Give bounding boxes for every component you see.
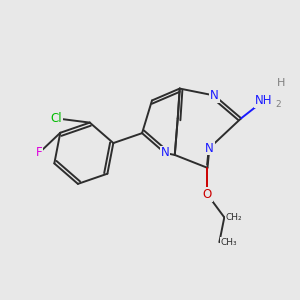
- Text: CH₂: CH₂: [226, 213, 242, 222]
- Text: F: F: [36, 146, 42, 160]
- Text: N: N: [205, 142, 214, 154]
- Text: CH₃: CH₃: [221, 238, 238, 247]
- Text: N: N: [210, 89, 219, 102]
- Text: 2: 2: [275, 100, 280, 109]
- Text: O: O: [203, 188, 212, 201]
- Text: NH: NH: [255, 94, 273, 107]
- Text: N: N: [160, 146, 169, 160]
- Text: H: H: [277, 78, 285, 88]
- Text: Cl: Cl: [50, 112, 62, 125]
